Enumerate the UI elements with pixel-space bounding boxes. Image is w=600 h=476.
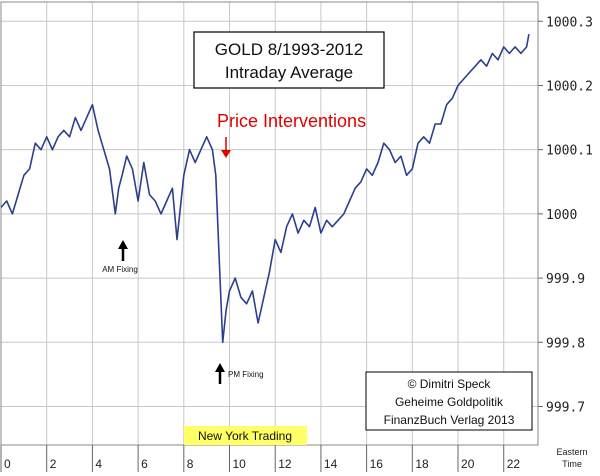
source-box bbox=[365, 371, 533, 431]
y-axis-ticks: 999.7 999.8 999.9 1000 1000.1 1000.2 1000.3 bbox=[538, 15, 593, 415]
chart-subtitle: Intraday Average bbox=[225, 63, 353, 82]
x-tick-label: 6 bbox=[141, 457, 148, 471]
am-fixing-label: AM Fixing bbox=[102, 265, 138, 274]
y-tick-label: 1000.1 bbox=[546, 144, 593, 159]
am-fixing-arrow-icon bbox=[118, 240, 128, 261]
y-tick-label: 999.8 bbox=[546, 336, 585, 351]
source-line-3: FinanzBuch Verlag 2013 bbox=[384, 413, 515, 427]
price-interventions-label: Price Interventions bbox=[217, 111, 366, 131]
x-axis-ticks: 0 2 4 6 8 10 12 14 16 18 20 22 bbox=[0, 445, 521, 472]
x-tick-label: 22 bbox=[507, 457, 521, 471]
new-york-trading-highlight bbox=[184, 426, 307, 445]
chart-title: GOLD 8/1993-2012 bbox=[215, 40, 363, 59]
x-tick-label: 4 bbox=[95, 457, 102, 471]
x-axis-label-2: Time bbox=[562, 459, 582, 469]
x-tick-label: 20 bbox=[461, 457, 475, 471]
pm-fixing-label: PM Fixing bbox=[228, 370, 264, 379]
x-axis-label-1: Eastern bbox=[556, 447, 587, 457]
source-line-2: Geheime Goldpolitik bbox=[395, 395, 504, 409]
x-tick-label: 2 bbox=[50, 457, 57, 471]
y-tick-label: 1000.2 bbox=[546, 79, 593, 94]
x-tick-label: 18 bbox=[415, 457, 429, 471]
y-tick-label: 1000.3 bbox=[546, 15, 593, 30]
gold-price-line bbox=[0, 33, 530, 344]
y-tick-label: 1000 bbox=[546, 208, 577, 223]
interventions-arrow-icon bbox=[221, 137, 231, 158]
x-tick-label: 14 bbox=[324, 457, 338, 471]
x-tick-label: 8 bbox=[187, 457, 194, 471]
x-tick-label: 12 bbox=[278, 457, 292, 471]
x-tick-label: 0 bbox=[4, 457, 11, 471]
x-tick-label: 16 bbox=[370, 457, 384, 471]
y-tick-label: 999.9 bbox=[546, 272, 585, 287]
pm-fixing-arrow-icon bbox=[215, 363, 225, 384]
title-box bbox=[193, 31, 385, 89]
y-tick-label: 999.7 bbox=[546, 400, 585, 415]
new-york-trading-label: New York Trading bbox=[198, 429, 292, 443]
x-tick-label: 10 bbox=[233, 457, 247, 471]
source-line-1: © Dimitri Speck bbox=[408, 377, 492, 391]
